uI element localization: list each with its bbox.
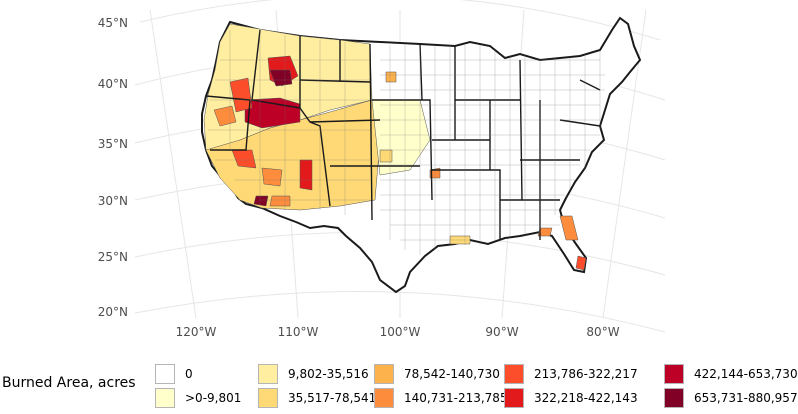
- legend-swatch: [155, 388, 175, 408]
- legend-swatch: [374, 364, 394, 384]
- lat-label-35: 35°N: [97, 137, 128, 151]
- county-grid: [208, 30, 605, 255]
- legend-item-2: 9,802-35,516: [258, 364, 369, 384]
- lon-label-120: 120°W: [175, 325, 217, 339]
- legend-swatch: [504, 364, 524, 384]
- lon-label-90: 90°W: [485, 325, 519, 339]
- legend-label: 140,731-213,785: [404, 391, 508, 405]
- legend-swatch: [664, 364, 684, 384]
- legend-swatch: [664, 388, 684, 408]
- legend-item-6: 213,786-322,217: [504, 364, 638, 384]
- legend-swatch: [258, 388, 278, 408]
- legend-item-7: 322,218-422,143: [504, 388, 638, 408]
- lat-label-40: 40°N: [97, 77, 128, 91]
- burned-area-regions: [203, 23, 587, 271]
- lon-label-110: 110°W: [277, 325, 319, 339]
- legend-item-5: 140,731-213,785: [374, 388, 508, 408]
- legend-swatch: [504, 388, 524, 408]
- legend-title: Burned Area, acres: [2, 375, 136, 391]
- lat-label-20: 20°N: [97, 305, 128, 319]
- lon-label-100: 100°W: [379, 325, 421, 339]
- legend-label: 9,802-35,516: [288, 367, 369, 381]
- legend-label: 322,218-422,143: [534, 391, 638, 405]
- legend-label: 0: [185, 367, 193, 381]
- legend-item-3: 35,517-78,541: [258, 388, 376, 408]
- legend-item-8: 422,144-653,730: [664, 364, 798, 384]
- legend-label: 422,144-653,730: [694, 367, 798, 381]
- legend-label: 35,517-78,541: [288, 391, 377, 405]
- legend-swatch: [374, 388, 394, 408]
- legend-item-1: >0-9,801: [155, 388, 241, 408]
- legend-swatch: [258, 364, 278, 384]
- legend-swatch: [155, 364, 175, 384]
- state-boundaries: [205, 29, 601, 240]
- legend-item-9: 653,731-880,957: [664, 388, 798, 408]
- lat-label-30: 30°N: [97, 194, 128, 208]
- legend-item-4: 78,542-140,730: [374, 364, 500, 384]
- legend-label: 213,786-322,217: [534, 367, 638, 381]
- legend-label: >0-9,801: [185, 391, 242, 405]
- lon-label-80: 80°W: [586, 325, 620, 339]
- legend-label: 653,731-880,957: [694, 391, 798, 405]
- legend-item-0: 0: [155, 364, 193, 384]
- lat-label-25: 25°N: [97, 250, 128, 264]
- lat-label-45: 45°N: [97, 16, 128, 30]
- legend-label: 78,542-140,730: [404, 367, 500, 381]
